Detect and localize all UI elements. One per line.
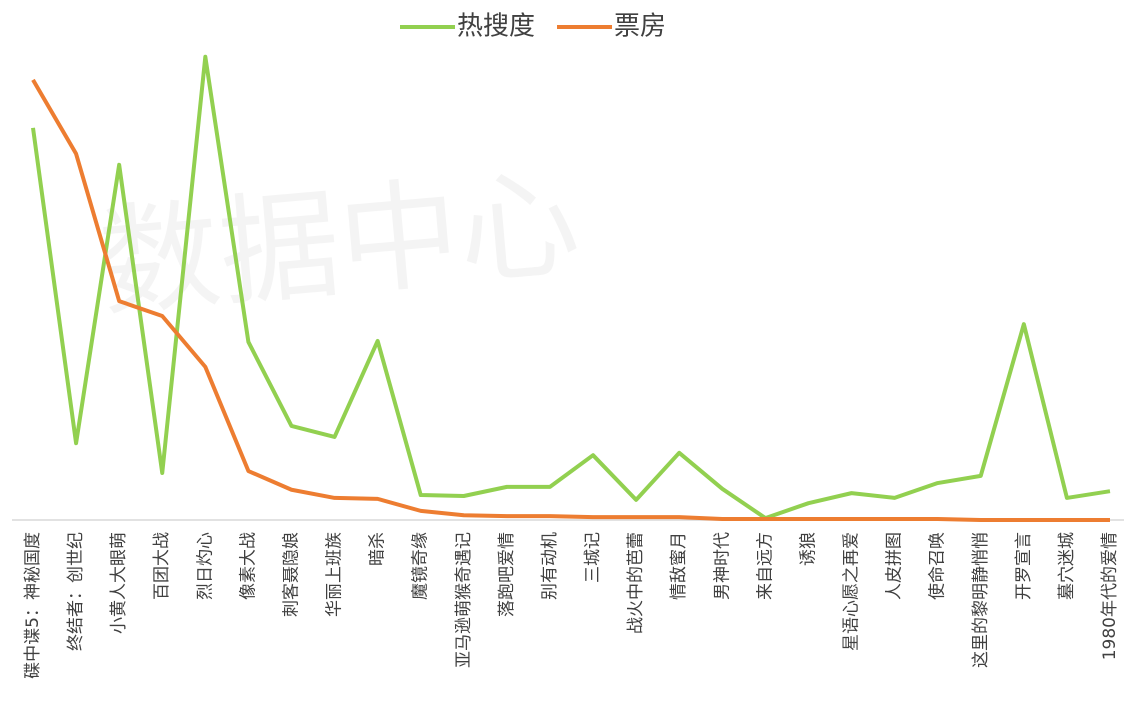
series-line: [31, 78, 1110, 522]
legend-label: 热搜度: [457, 12, 535, 42]
x-tick-label: 墓穴迷城: [1057, 532, 1077, 600]
x-tick-label: 暗杀: [368, 532, 388, 566]
x-tick-label: 1980年代的爱情: [1100, 532, 1120, 660]
x-tick-label: 来自远方: [755, 532, 775, 600]
x-tick-label: 碟中谍5：神秘国度: [23, 532, 43, 679]
x-tick-label: 像素大战: [238, 532, 258, 600]
x-tick-label: 终结者：创世纪: [66, 532, 86, 651]
x-tick-label: 诱狼: [798, 532, 818, 566]
x-tick-label: 情敌蜜月: [669, 532, 689, 600]
x-tick-label: 魔镜奇缘: [411, 532, 431, 600]
x-tick-label: 刺客聂隐娘: [281, 532, 301, 617]
x-tick-label: 开罗宣言: [1014, 532, 1034, 600]
x-tick-label: 烈日灼心: [195, 532, 215, 600]
watermark: 数据中心: [94, 154, 584, 334]
x-tick-label: 别有动机: [540, 532, 560, 600]
x-tick-label: 华丽上班族: [325, 532, 345, 617]
x-tick-label: 三城记: [583, 532, 603, 583]
x-tick-label: 小黄人大眼萌: [109, 532, 129, 634]
x-tick-label: 百团大战: [152, 532, 172, 600]
x-tick-label: 这里的黎明静悄悄: [971, 532, 991, 668]
x-tick-label: 亚马逊萌猴奇遇记: [454, 532, 474, 668]
x-tick-label: 落跑吧爱情: [497, 532, 517, 617]
x-tick-label: 人皮拼图: [885, 532, 905, 600]
series-line: [31, 54, 1111, 521]
x-tick-label: 战火中的芭蕾: [626, 532, 646, 634]
x-tick-label: 使命召唤: [927, 532, 948, 600]
legend-label: 票房: [614, 12, 666, 42]
x-tick-label: 星语心愿之再爱: [842, 532, 862, 651]
x-tick-label: 男神时代: [712, 532, 732, 600]
